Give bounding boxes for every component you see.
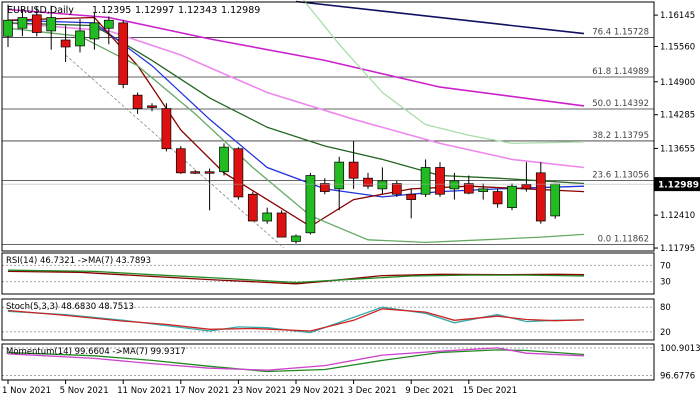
indicator-title: Stoch(5,3,3) 48.6830 48.7513 [6, 302, 134, 312]
candle-body [348, 161, 359, 179]
candle-body [3, 19, 13, 37]
fib-level-label: 50.0 1.14392 [592, 99, 649, 109]
price-tick-label: 1.11795 [660, 244, 695, 254]
price-tick-label: 1.15560 [660, 42, 695, 52]
fib-level-label: 23.6 1.13056 [592, 171, 649, 181]
candle-body [521, 184, 532, 190]
candle-body [406, 193, 417, 200]
x-tick-label: 17 Nov 2021 [175, 386, 229, 396]
fib-level-label: 76.4 1.15728 [592, 27, 649, 37]
candle-body [507, 185, 517, 208]
candle-body [233, 148, 244, 198]
candle-body [435, 167, 445, 195]
moving-average-line [302, 0, 585, 145]
trend-line [65, 54, 284, 249]
indicator-series-line [7, 347, 585, 371]
indicator-level-label: 96.6776 [660, 372, 695, 382]
moving-average-line [295, 0, 585, 35]
candle-body [89, 22, 100, 40]
indicator-pane-frame [1, 252, 655, 295]
price-tick-label: 1.16145 [660, 11, 695, 21]
x-tick-label: 5 Nov 2021 [60, 386, 109, 396]
indicator-series-line [7, 308, 585, 332]
indicator-level-label: 80 [660, 303, 671, 313]
candle-body [305, 175, 316, 234]
price-tick-label: 1.14285 [660, 111, 695, 121]
ohlc-open: 1.12395 [92, 5, 131, 16]
candle-body [75, 30, 85, 47]
candle-body [363, 177, 373, 187]
candle-body [190, 171, 201, 174]
candle-body [492, 191, 503, 205]
candle-body [219, 146, 229, 173]
moving-average-line [7, 16, 585, 228]
moving-average-line [7, 8, 585, 107]
indicator-level-label: 100.9013 [660, 344, 700, 354]
fib-level-label: 0.0 1.11862 [598, 234, 649, 244]
indicator-pane-frame [1, 298, 655, 341]
indicator-pane-frame [1, 343, 655, 381]
indicator-level-label: 70 [660, 261, 671, 271]
candle-body [276, 212, 287, 238]
candle-body [319, 183, 330, 192]
candle-body [334, 161, 345, 190]
current-price-label: 1.12989 [658, 181, 699, 191]
price-tick-label: 1.12410 [660, 211, 695, 221]
candle-body [550, 183, 561, 217]
x-tick-label: 1 Nov 2021 [2, 386, 51, 396]
candle-body [118, 22, 129, 85]
x-tick-label: 3 Dec 2021 [348, 386, 397, 396]
candle-body [449, 180, 460, 190]
indicator-title: RSI(14) 46.7321 ->MA(7) 43.7893 [6, 256, 151, 266]
candle-body [204, 171, 215, 174]
indicator-level-label: 30 [660, 278, 671, 288]
candle-body [535, 172, 546, 222]
candle-body [478, 188, 489, 192]
fib-level-label: 61.8 1.14989 [592, 67, 649, 77]
x-tick-label: 9 Dec 2021 [405, 386, 454, 396]
ohlc-high: 1.12997 [135, 5, 174, 16]
candle-body [147, 105, 157, 108]
ohlc-low: 1.12343 [178, 5, 217, 16]
candle-body [247, 193, 258, 222]
candle-body [17, 17, 28, 29]
x-tick-label: 11 Nov 2021 [117, 386, 171, 396]
candle-body [420, 167, 431, 195]
chart-title: EURUSD,Daily [7, 5, 74, 16]
indicator-level-label: 20 [660, 328, 671, 338]
price-tick-label: 1.13655 [660, 144, 695, 154]
main-pane-frame [1, 1, 655, 252]
candle-body [31, 14, 42, 33]
candle-body [463, 183, 474, 194]
candle-body [175, 148, 186, 174]
candle-body [391, 183, 402, 195]
current-price-box [654, 177, 700, 192]
candle-body [291, 235, 301, 242]
candle-body [377, 180, 388, 190]
candle-body [60, 39, 71, 48]
x-tick-label: 29 Nov 2021 [290, 386, 344, 396]
candle-body [161, 108, 172, 150]
candle-body [46, 17, 57, 32]
price-tick-label: 1.14900 [660, 78, 695, 88]
indicator-series-line [7, 269, 585, 284]
x-tick-label: 23 Nov 2021 [232, 386, 286, 396]
x-tick-label: 15 Dec 2021 [463, 386, 517, 396]
candle-body [103, 19, 114, 29]
candle-body [132, 94, 143, 109]
candle-body [262, 212, 273, 222]
fib-level-label: 38.2 1.13795 [592, 131, 649, 141]
indicator-title: Momentum(14) 99.6604 ->MA(7) 99.9317 [6, 347, 186, 357]
ohlc-close: 1.12989 [221, 5, 260, 16]
